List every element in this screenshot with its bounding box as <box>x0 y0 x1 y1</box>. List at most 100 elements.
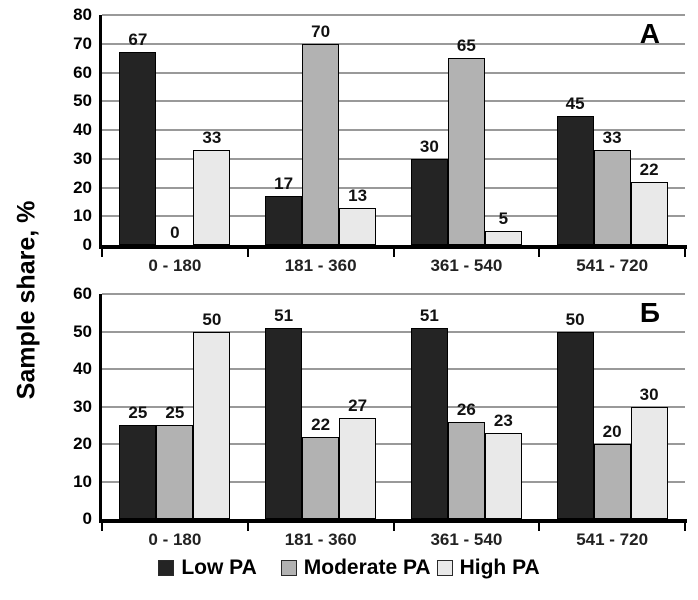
bar-high-pa <box>193 331 231 519</box>
y-tick-label-50: 50 <box>73 91 92 111</box>
bar-moderate-pa <box>593 444 631 519</box>
y-tick-label-40: 40 <box>73 359 92 378</box>
y-tick-label-70: 70 <box>73 33 92 53</box>
legend-item-low-pa: Low PA <box>158 556 257 580</box>
bar-moderate-pa <box>447 421 485 519</box>
x-category-label: 361 - 540 <box>430 256 503 275</box>
gridline-10 <box>102 215 685 218</box>
bar-moderate-pa <box>302 436 340 519</box>
legend: Low PA Moderate PA High PA <box>0 556 698 580</box>
legend-swatch-moderate-pa <box>280 560 297 576</box>
bar-moderate-pa <box>593 150 631 245</box>
gridline-20 <box>102 443 685 445</box>
bar-low-pa <box>556 115 594 245</box>
x-axis-line <box>99 519 687 523</box>
y-tick-label-60: 60 <box>73 284 92 303</box>
legend-item-high-pa: High PA <box>436 556 540 580</box>
x-axis-tick <box>101 249 103 257</box>
bar-value-label: 51 <box>274 305 294 325</box>
bar-high-pa <box>193 150 231 245</box>
bar-value-label: 45 <box>565 93 585 113</box>
bar-value-label: 30 <box>419 136 439 156</box>
bar-value-label: 20 <box>602 422 622 441</box>
y-tick-label-80: 80 <box>73 5 92 24</box>
x-axis-tick <box>392 249 395 257</box>
bar-value-label: 33 <box>602 128 622 148</box>
x-category-label: 0 - 180 <box>148 256 202 275</box>
bar-high-pa <box>630 406 668 519</box>
bar-high-pa <box>630 181 668 245</box>
gridline-40 <box>102 129 685 131</box>
bar-low-pa <box>410 327 448 519</box>
bar-low-pa <box>265 327 303 519</box>
x-category-label: 541 - 720 <box>576 256 649 275</box>
bar-high-pa <box>339 207 377 245</box>
x-category-label: 361 - 540 <box>430 530 503 549</box>
bar-value-label: 22 <box>639 159 659 179</box>
gridline-70 <box>102 42 685 45</box>
bar-low-pa <box>410 158 448 245</box>
y-axis-line <box>99 294 102 521</box>
legend-label-low-pa: Low PA <box>181 556 257 579</box>
bar-value-label: 25 <box>165 403 185 423</box>
bar-value-label: 26 <box>456 399 476 419</box>
bar-value-label: 5 <box>498 208 509 228</box>
bar-high-pa <box>484 230 522 245</box>
x-category-label: 0 - 180 <box>148 530 202 549</box>
bar-value-label: 50 <box>565 309 585 329</box>
bar-value-label: 27 <box>348 395 368 415</box>
panel-label-A: A <box>639 18 660 49</box>
y-tick-label-10: 10 <box>73 471 92 491</box>
bar-value-label: 67 <box>128 30 148 50</box>
bar-value-label: 30 <box>639 384 659 404</box>
bar-high-pa <box>339 417 377 519</box>
gridline-60 <box>102 71 685 74</box>
y-tick-label-30: 30 <box>73 396 92 416</box>
bar-value-label: 50 <box>202 309 222 329</box>
bar-value-label: 65 <box>456 36 476 56</box>
panel-label-Б: Б <box>639 297 660 328</box>
bar-value-label: 51 <box>419 305 439 325</box>
bar-value-label: 0 <box>170 223 180 242</box>
bar-value-label: 13 <box>348 185 368 205</box>
y-tick-label-20: 20 <box>73 177 92 197</box>
y-tick-label-40: 40 <box>73 120 92 139</box>
x-axis-tick <box>684 249 686 257</box>
legend-swatch-high-pa <box>436 560 453 576</box>
bar-value-label: 22 <box>311 414 331 434</box>
y-tick-label-30: 30 <box>73 148 92 168</box>
gridline-80 <box>102 14 685 16</box>
bar-low-pa <box>265 196 303 245</box>
legend-label-moderate-pa: Moderate PA <box>303 556 431 579</box>
bar-value-label: 33 <box>202 128 222 148</box>
bar-high-pa <box>484 432 522 519</box>
x-axis-tick <box>538 523 541 531</box>
gridline-20 <box>102 186 685 189</box>
legend-label-high-pa: High PA <box>459 556 540 579</box>
legend-swatch-low-pa <box>158 560 175 576</box>
y-tick-label-50: 50 <box>73 321 92 341</box>
gridline-30 <box>102 405 685 408</box>
x-axis-tick <box>246 523 249 531</box>
x-category-label: 181 - 360 <box>284 530 357 549</box>
x-category-label: 181 - 360 <box>284 256 357 275</box>
y-tick-label-20: 20 <box>73 434 92 453</box>
bar-value-label: 25 <box>128 403 148 423</box>
bar-value-label: 70 <box>311 21 331 41</box>
bar-moderate-pa <box>447 58 485 245</box>
x-category-label: 541 - 720 <box>576 530 649 549</box>
gridline-40 <box>102 368 685 370</box>
x-axis-tick <box>392 523 395 531</box>
y-axis-title: Sample share, % <box>12 200 41 400</box>
gridline-50 <box>102 100 685 103</box>
y-tick-label-10: 10 <box>73 206 92 226</box>
gridline-60 <box>102 293 685 295</box>
x-axis-line <box>99 245 687 249</box>
gridline-10 <box>102 480 685 483</box>
bar-low-pa <box>556 331 594 519</box>
bar-low-pa <box>119 425 157 519</box>
gridline-50 <box>102 330 685 333</box>
bar-moderate-pa <box>302 43 340 245</box>
bar-low-pa <box>119 52 157 245</box>
